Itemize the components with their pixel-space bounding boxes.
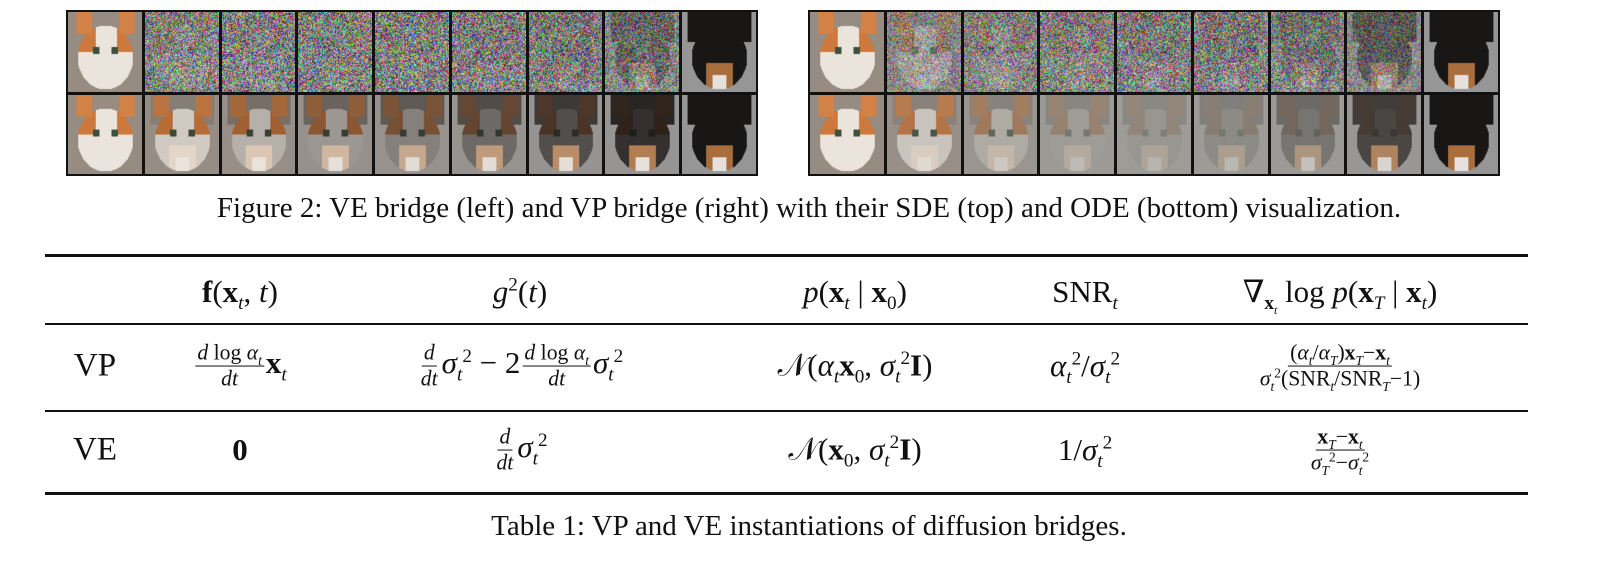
ode-frame-1 (145, 95, 219, 175)
ode-frame-4 (1117, 95, 1191, 175)
sde-frame-3 (1040, 12, 1114, 92)
snr-cell: αt2/σt2 (1050, 348, 1120, 384)
table-caption: Table 1: VP and VE instantiations of dif… (0, 510, 1618, 543)
score-header: ∇xt log p(xT | xt) (1243, 274, 1438, 310)
ode-frame-3 (298, 95, 372, 175)
fraction: d log αt dt (195, 341, 264, 392)
ode-frame-1 (887, 95, 961, 175)
fraction: d dt (494, 425, 515, 476)
fraction: xT−xt σT2−σt2 (1309, 425, 1371, 476)
sde-frame-4 (1117, 12, 1191, 92)
sde-frame-0 (810, 12, 884, 92)
sde-frame-8 (1424, 12, 1498, 92)
table-bottom-rule (45, 492, 1528, 495)
sde-frame-7 (1347, 12, 1421, 92)
ode-frame-6 (1271, 95, 1345, 175)
sde-frame-7 (605, 12, 679, 92)
ode-frame-6 (529, 95, 603, 175)
fraction: d log αt dt (522, 341, 591, 392)
ve-bridge-image-grid (66, 10, 758, 176)
fraction: (αt/αT)xT−xt σt2(SNRt/SNRT−1) (1258, 341, 1422, 392)
ode-frame-0 (68, 95, 142, 175)
table-top-rule (45, 254, 1528, 257)
sde-frame-0 (68, 12, 142, 92)
ode-frame-5 (452, 95, 526, 175)
sde-frame-1 (145, 12, 219, 92)
diffusion-cell: d dt σt2 (492, 425, 547, 476)
sde-frame-6 (529, 12, 603, 92)
sde-frame-8 (682, 12, 756, 92)
diffusion-cell: d dt σt2 − 2d log αt dt σt2 (417, 341, 623, 392)
diffusion-header: g2(t) (493, 274, 547, 310)
ode-frame-8 (682, 95, 756, 175)
sde-frame-4 (375, 12, 449, 92)
ode-frame-0 (810, 95, 884, 175)
vp-bridge-image-grid (808, 10, 1500, 176)
ode-frame-3 (1040, 95, 1114, 175)
snr-header: SNRt (1052, 274, 1118, 310)
drift-cell: 0 (232, 432, 248, 468)
figure-caption: Figure 2: VE bridge (left) and VP bridge… (0, 192, 1618, 225)
sde-frame-1 (887, 12, 961, 92)
sde-frame-2 (964, 12, 1038, 92)
marginal-cell: 𝒩(αtx0, σt2I) (778, 348, 933, 385)
marginal-cell: 𝒩(x0, σt2I) (788, 432, 921, 469)
marginal-header: p(xt | x0) (803, 274, 907, 310)
table-row-rule (45, 410, 1528, 412)
ode-frame-7 (1347, 95, 1421, 175)
row-label-vp: VP (74, 348, 116, 385)
sde-frame-2 (222, 12, 296, 92)
drift-cell: d log αt dt xt (193, 341, 286, 392)
sde-frame-3 (298, 12, 372, 92)
table-header-rule (45, 323, 1528, 325)
ode-frame-2 (222, 95, 296, 175)
sde-frame-5 (452, 12, 526, 92)
snr-cell: 1/σt2 (1058, 432, 1112, 468)
row-label-ve: VE (73, 432, 117, 469)
ode-frame-5 (1194, 95, 1268, 175)
ode-frame-2 (964, 95, 1038, 175)
drift-header: f(xt, t) (202, 274, 278, 310)
ode-frame-7 (605, 95, 679, 175)
ode-frame-4 (375, 95, 449, 175)
score-cell: (αt/αT)xT−xt σt2(SNRt/SNRT−1) (1256, 341, 1424, 392)
score-cell: xT−xt σT2−σt2 (1307, 425, 1373, 476)
ode-frame-8 (1424, 95, 1498, 175)
fraction: d dt (419, 341, 440, 392)
sde-frame-6 (1271, 12, 1345, 92)
sde-frame-5 (1194, 12, 1268, 92)
